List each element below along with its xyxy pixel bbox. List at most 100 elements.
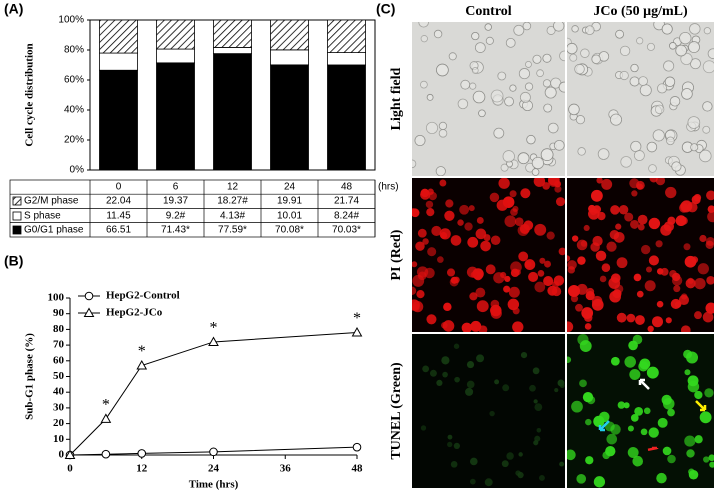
marker xyxy=(209,447,218,457)
cell xyxy=(703,456,710,463)
cell xyxy=(685,278,696,289)
cell xyxy=(553,22,565,32)
marker xyxy=(137,449,147,458)
cells xyxy=(567,334,714,488)
cell xyxy=(575,303,583,312)
cell xyxy=(657,417,668,428)
cell xyxy=(425,121,439,135)
y-tick-label: 20 xyxy=(53,417,65,429)
cell xyxy=(544,86,557,99)
bar-segment xyxy=(327,19,366,53)
cell xyxy=(489,192,500,203)
cell xyxy=(673,285,681,293)
cell xyxy=(691,256,699,264)
cell xyxy=(509,190,517,198)
cell xyxy=(620,156,632,168)
legend-swatch xyxy=(12,196,22,206)
cell xyxy=(412,261,418,268)
y-tick-label: 60 xyxy=(53,354,65,366)
x-tick-label: 24 xyxy=(284,182,296,193)
cell xyxy=(569,53,578,62)
value-label: 19.37 xyxy=(163,196,188,207)
cell xyxy=(637,223,645,231)
value-label: 77.59* xyxy=(218,225,247,236)
cell xyxy=(630,414,639,422)
cell xyxy=(655,178,666,186)
cell xyxy=(645,266,653,273)
cell xyxy=(702,101,713,112)
value-label: 4.13# xyxy=(220,211,245,222)
cell xyxy=(422,365,430,373)
cell xyxy=(637,214,648,225)
cell xyxy=(524,259,536,271)
cell xyxy=(707,48,714,59)
panel-label: (B) xyxy=(4,253,23,269)
cell xyxy=(426,93,434,101)
value-label: 22.04 xyxy=(106,196,131,207)
value-label: 70.08* xyxy=(275,225,304,236)
cell xyxy=(497,71,507,81)
cell xyxy=(471,31,480,41)
cell xyxy=(438,129,448,138)
legend-label: G2/M phase xyxy=(24,196,79,207)
cell xyxy=(528,271,539,282)
cell xyxy=(593,415,605,427)
cell xyxy=(494,379,500,385)
value-label: 8.24# xyxy=(334,211,359,222)
cell xyxy=(435,166,446,176)
cell xyxy=(671,275,683,286)
cell xyxy=(669,96,681,107)
cells xyxy=(567,178,714,332)
marker xyxy=(100,413,112,423)
cell xyxy=(571,400,583,413)
bar-segment xyxy=(213,47,252,55)
cell xyxy=(542,53,552,63)
cell xyxy=(576,283,588,295)
cell xyxy=(500,271,507,279)
cell xyxy=(457,98,469,110)
cell xyxy=(580,240,588,247)
cell xyxy=(447,441,453,448)
cell xyxy=(512,205,519,212)
y-tick-label: 0% xyxy=(70,165,85,176)
cell xyxy=(694,277,706,290)
cell xyxy=(539,475,545,481)
micrograph xyxy=(412,178,565,332)
cells xyxy=(567,22,714,176)
cell xyxy=(571,25,579,33)
cell xyxy=(416,266,429,278)
arrow xyxy=(695,400,707,412)
cell xyxy=(649,178,658,183)
cell xyxy=(686,351,699,364)
cell xyxy=(520,351,528,359)
y-tick-label: 20% xyxy=(64,135,84,146)
cell xyxy=(442,371,448,378)
cell xyxy=(671,161,682,172)
x-tick-label: 6 xyxy=(173,182,179,193)
x-tick-label: 48 xyxy=(341,182,353,193)
y-tick-label: 100% xyxy=(58,15,84,26)
cells xyxy=(412,22,565,176)
cell xyxy=(508,286,520,298)
bar-segment xyxy=(213,19,252,48)
cell xyxy=(580,48,590,58)
cell xyxy=(684,369,691,376)
x-axis-label: Time (hrs) xyxy=(189,479,239,491)
cell xyxy=(585,418,592,426)
cell xyxy=(610,205,620,215)
y-tick-label: 90 xyxy=(53,307,65,319)
cell xyxy=(512,321,524,332)
cell xyxy=(591,295,603,307)
cell xyxy=(656,268,664,275)
x-tick-label: 12 xyxy=(227,182,239,193)
cell xyxy=(609,113,623,126)
cell xyxy=(633,273,642,282)
cell xyxy=(606,433,618,445)
cell xyxy=(667,454,676,464)
cell xyxy=(707,211,714,223)
value-label: 21.74 xyxy=(334,196,359,207)
cell xyxy=(638,76,648,87)
cell xyxy=(459,204,470,215)
cell xyxy=(439,179,447,187)
cell xyxy=(519,91,531,103)
